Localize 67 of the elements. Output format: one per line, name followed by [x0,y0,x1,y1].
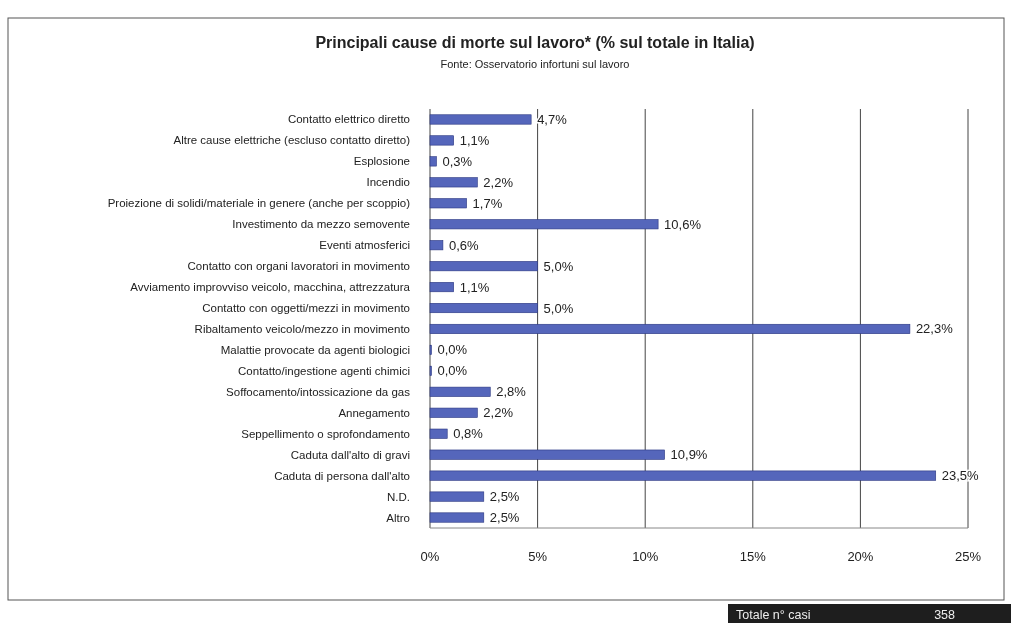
bar [429,282,454,293]
bar [429,303,538,314]
y-tick-label: Investimento da mezzo semovente [232,218,410,231]
data-label: 0,8% [453,426,484,442]
data-label: 0,0% [437,342,468,358]
chart-subtitle: Fonte: Osservatorio infortuni sul lavoro [440,58,630,70]
y-tick-label: N.D. [387,490,410,503]
y-tick-label: Seppellimento o sprofondamento [241,427,410,440]
y-tick-label: Caduta dall'alto di gravi [290,448,410,461]
bar [429,512,485,523]
x-tick-label: 20% [847,549,874,564]
y-tick-label: Soffocamento/intossicazione da gas [226,385,411,398]
data-label: 2,5% [489,510,520,526]
y-tick-label: Annegamento [338,406,410,419]
y-tick-label: Caduta di persona dall'alto [274,469,410,482]
y-tick-label: Malattie provocate da agenti biologici [220,343,410,356]
data-label: 2,2% [483,174,514,190]
y-tick-label: Incendio [366,176,410,189]
bar [429,470,937,481]
bar [429,240,444,251]
bar [429,261,538,272]
text: 358 [934,608,956,622]
data-label: 22,3% [915,321,954,337]
data-label: 2,5% [489,489,520,505]
bar [429,114,532,125]
data-label: 1,1% [459,132,490,148]
y-tick-label: Eventi atmosferici [319,239,410,252]
data-label: 2,8% [496,384,527,400]
bar [429,449,665,460]
bar [429,198,467,209]
text: Totale n° casi [736,608,811,622]
y-tick-label: Proiezione di solidi/materiale in genere (anche per scoppio) [107,197,411,210]
x-tick-label: 0% [420,549,440,564]
x-tick-label: 5% [528,549,548,564]
data-label: 5,0% [543,300,574,316]
bar [429,323,911,334]
data-label: 2,2% [483,405,514,421]
y-tick-label: Contatto/ingestione agenti chimici [238,364,410,377]
bar [429,177,478,188]
bar [429,491,485,502]
bar [429,156,437,167]
y-tick-label: Contatto con oggetti/mezzi in movimento [202,302,410,315]
data-label: 1,1% [459,279,490,295]
bar [429,386,491,397]
y-tick-label: Ribaltamento veicolo/mezzo in movimento [194,322,410,335]
data-label: 23,5% [941,468,980,484]
data-label: 0,6% [448,237,479,253]
data-label: 0,0% [437,363,468,379]
y-tick-label: Esplosione [353,155,410,168]
data-label: 5,0% [543,258,574,274]
bar [429,219,659,230]
data-label: 1,7% [472,195,503,211]
chart-title: Principali cause di morte sul lavoro* (% sul totale in Italia) [315,34,755,51]
y-tick-label: Contatto con organi lavoratori in movimento [187,260,410,273]
y-tick-label: Avviamento improvviso veicolo, macchina, attrezzatura [130,281,411,294]
y-tick-label: Altro [386,511,410,524]
y-tick-label: Contatto elettrico diretto [287,113,410,126]
data-label: 10,6% [664,216,702,232]
bar [429,407,478,418]
x-tick-label: 15% [739,549,767,564]
bar [429,135,454,146]
bar [429,428,448,439]
y-tick-label: Altre cause elettriche (escluso contatto diretto) [173,134,411,147]
data-label: 0,3% [442,153,473,169]
x-tick-label: 25% [954,549,982,564]
x-tick-label: 10% [632,549,659,564]
data-label: 10,9% [670,447,708,463]
